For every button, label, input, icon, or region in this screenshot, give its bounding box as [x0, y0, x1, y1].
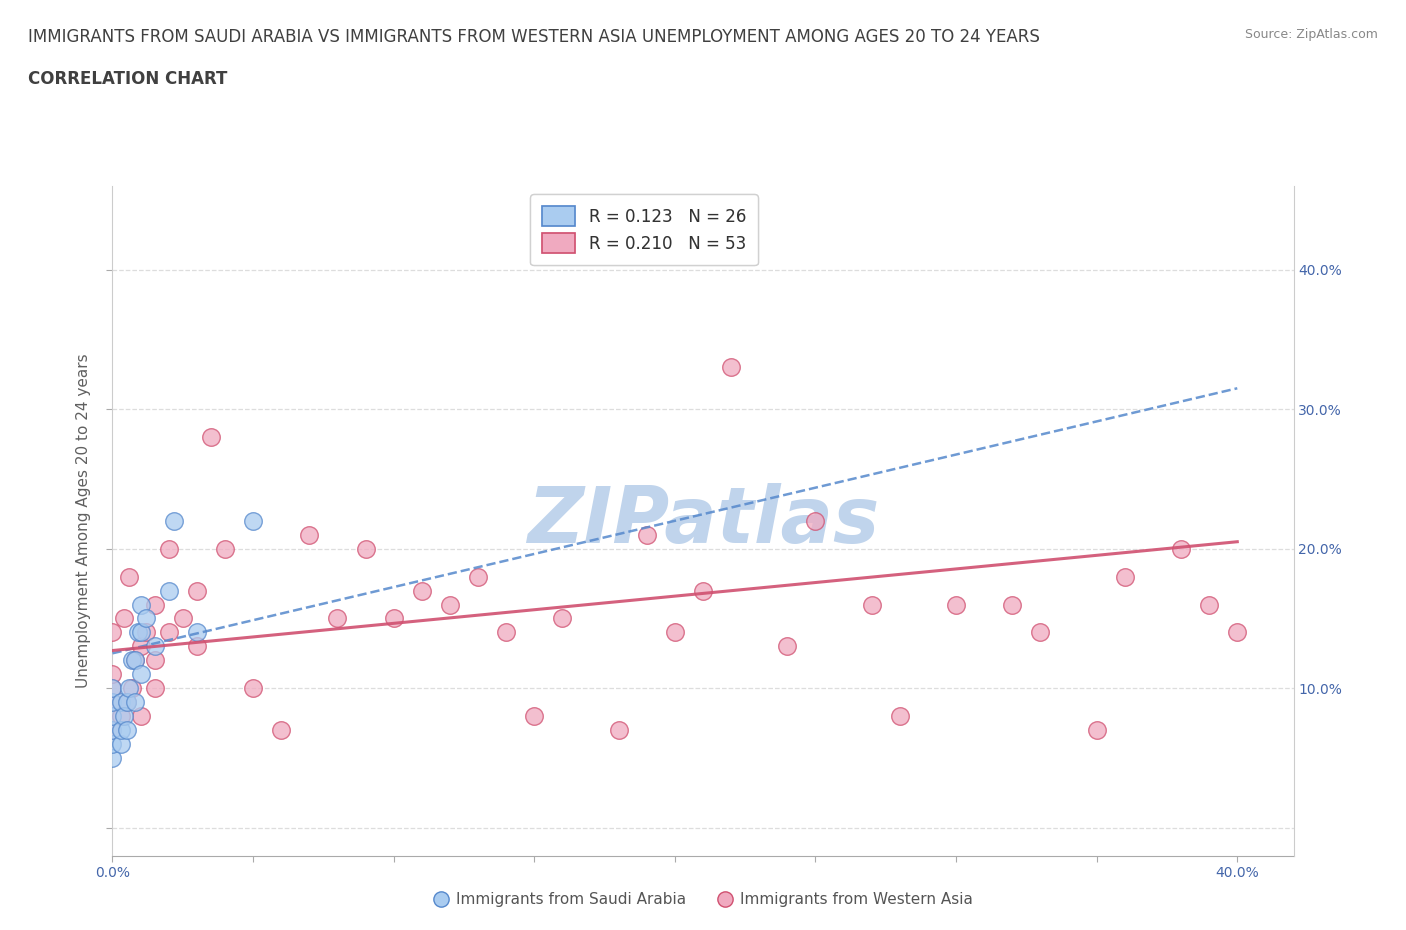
Point — [200, 430, 222, 445]
Point — [1085, 723, 1108, 737]
Point — [1170, 541, 1192, 556]
Point — [1001, 597, 1024, 612]
Point — [135, 625, 157, 640]
Text: IMMIGRANTS FROM SAUDI ARABIA VS IMMIGRANTS FROM WESTERN ASIA UNEMPLOYMENT AMONG : IMMIGRANTS FROM SAUDI ARABIA VS IMMIGRAN… — [28, 28, 1040, 46]
Point — [110, 723, 132, 737]
Point — [129, 625, 152, 640]
Point — [157, 625, 180, 640]
Point — [607, 723, 630, 737]
Text: Source: ZipAtlas.com: Source: ZipAtlas.com — [1244, 28, 1378, 41]
Point — [157, 583, 180, 598]
Point — [664, 625, 686, 640]
Point — [439, 597, 461, 612]
Point — [720, 360, 742, 375]
Point — [214, 541, 236, 556]
Point — [101, 625, 124, 640]
Point — [101, 751, 124, 765]
Point — [101, 695, 124, 710]
Point — [242, 513, 264, 528]
Point — [110, 709, 132, 724]
Point — [804, 513, 827, 528]
Point — [101, 667, 124, 682]
Point — [135, 611, 157, 626]
Point — [270, 723, 292, 737]
Point — [157, 541, 180, 556]
Point — [124, 653, 146, 668]
Point — [382, 611, 405, 626]
Text: ZIPatlas: ZIPatlas — [527, 483, 879, 559]
Point — [101, 681, 124, 696]
Point — [1114, 569, 1136, 584]
Point — [124, 653, 146, 668]
Point — [118, 681, 141, 696]
Point — [945, 597, 967, 612]
Point — [776, 639, 799, 654]
Point — [118, 569, 141, 584]
Point — [495, 625, 517, 640]
Point — [298, 527, 321, 542]
Point — [143, 597, 166, 612]
Point — [143, 681, 166, 696]
Legend: Immigrants from Saudi Arabia, Immigrants from Western Asia: Immigrants from Saudi Arabia, Immigrants… — [427, 886, 979, 913]
Point — [411, 583, 433, 598]
Point — [129, 709, 152, 724]
Point — [354, 541, 377, 556]
Point — [163, 513, 186, 528]
Point — [129, 597, 152, 612]
Y-axis label: Unemployment Among Ages 20 to 24 years: Unemployment Among Ages 20 to 24 years — [76, 353, 91, 688]
Point — [143, 639, 166, 654]
Point — [115, 695, 138, 710]
Point — [1226, 625, 1249, 640]
Point — [523, 709, 546, 724]
Point — [692, 583, 714, 598]
Point — [860, 597, 883, 612]
Point — [112, 709, 135, 724]
Point — [1198, 597, 1220, 612]
Point — [1029, 625, 1052, 640]
Point — [889, 709, 911, 724]
Point — [129, 639, 152, 654]
Point — [121, 681, 143, 696]
Point — [115, 695, 138, 710]
Legend: R = 0.123   N = 26, R = 0.210   N = 53: R = 0.123 N = 26, R = 0.210 N = 53 — [530, 194, 758, 265]
Point — [326, 611, 349, 626]
Point — [101, 723, 124, 737]
Point — [124, 695, 146, 710]
Point — [110, 737, 132, 751]
Point — [186, 625, 208, 640]
Point — [172, 611, 194, 626]
Point — [127, 625, 149, 640]
Point — [101, 681, 124, 696]
Point — [467, 569, 489, 584]
Point — [186, 639, 208, 654]
Point — [101, 723, 124, 737]
Point — [143, 653, 166, 668]
Point — [551, 611, 574, 626]
Point — [121, 653, 143, 668]
Point — [112, 611, 135, 626]
Point — [101, 709, 124, 724]
Text: CORRELATION CHART: CORRELATION CHART — [28, 70, 228, 87]
Point — [115, 723, 138, 737]
Point — [101, 695, 124, 710]
Point — [242, 681, 264, 696]
Point — [636, 527, 658, 542]
Point — [186, 583, 208, 598]
Point — [129, 667, 152, 682]
Point — [110, 695, 132, 710]
Point — [101, 737, 124, 751]
